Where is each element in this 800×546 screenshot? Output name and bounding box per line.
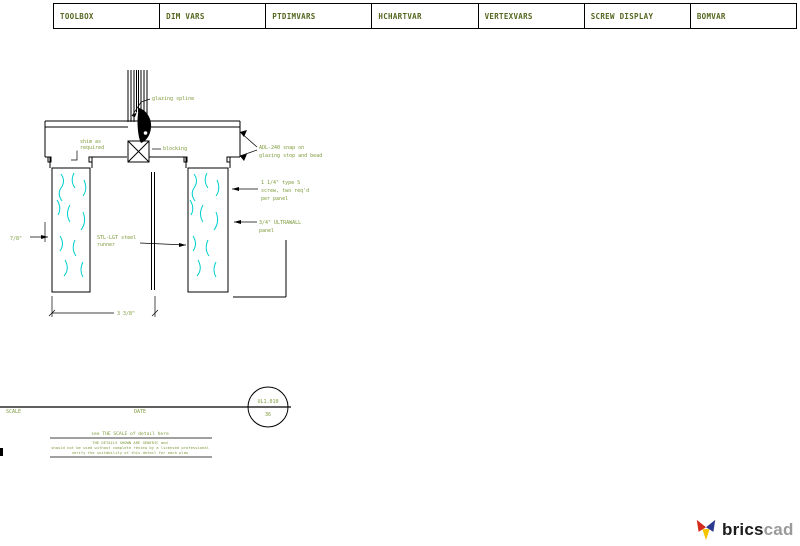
- header-cell-vertexvars: VERTEXVARS: [479, 4, 585, 28]
- bubble-detail-number: UL1.010: [257, 399, 278, 405]
- ultrawall-panels: [51, 167, 229, 293]
- blocking-box: [127, 140, 150, 163]
- date-label: DATE: [134, 409, 146, 415]
- label-runner-1: STL-LGT steel: [97, 235, 136, 241]
- bricscad-icon: [696, 519, 716, 541]
- note-title: see THE SCALE of detail here: [91, 431, 169, 437]
- logo-text-brics: brics: [722, 520, 764, 539]
- detail-reference-bubble: [247, 386, 289, 428]
- note-line-1: THE DETAILS SHOWN ARE GENERIC and: [92, 440, 167, 445]
- label-screw-1: 1 1/4" type S: [261, 180, 300, 186]
- label-glazing-spline: glazing spline: [152, 96, 194, 102]
- left-edge-mark: [0, 448, 3, 456]
- scale-label: SCALE: [6, 409, 21, 415]
- panel-extension-line: [233, 240, 287, 298]
- label-screw-2: screw, two req'd: [261, 188, 309, 194]
- glazing-spline-gasket: [137, 108, 152, 143]
- label-blocking: blocking: [163, 146, 187, 152]
- dimension-lines: [30, 222, 159, 317]
- note-block-rules: [50, 437, 212, 458]
- dim-text-side: 7/8": [10, 236, 22, 242]
- label-shim-2: required: [80, 145, 104, 151]
- dim-text-bottom: 3 3/8": [117, 311, 135, 317]
- label-panel-2: panel: [259, 228, 274, 234]
- label-panel-1: 3/4" ULTRAWALL: [259, 220, 301, 226]
- leader-arrowheads: [132, 112, 247, 247]
- header-cell-toolbox: TOOLBOX: [54, 4, 161, 28]
- bubble-sheet-number: 36: [265, 412, 271, 418]
- sheet-header-table: TOOLBOX DIM VARS PTDIMVARS HCHARTVAR VER…: [53, 3, 797, 29]
- header-cell-screwdisplay: SCREW DISPLAY: [585, 4, 691, 28]
- panel-core-hatching: [56, 172, 220, 278]
- label-snap-2: glazing stop and bead: [259, 153, 322, 159]
- label-snap-1: ADL-240 snap on: [259, 145, 304, 151]
- label-screw-3: per panel: [261, 196, 288, 202]
- label-runner-2: runner: [97, 242, 115, 248]
- header-cell-hchartvar: HCHARTVAR: [372, 4, 479, 28]
- note-line-2: should not be used without complete revi…: [51, 445, 209, 450]
- header-cell-bomvar: BOMVAR: [696, 11, 726, 21]
- header-cell-dimvars: DIM VARS: [160, 4, 267, 28]
- scale-bar: [0, 386, 291, 428]
- head-channel-profile: [44, 120, 241, 168]
- header-cell-ptdimvars: PTDIMVARS: [266, 4, 373, 28]
- note-line-3: verify the suitability of this detail fo…: [72, 450, 189, 455]
- bricscad-logo[interactable]: bricscad: [694, 514, 798, 546]
- label-shim-1: shim as: [80, 139, 101, 145]
- logo-text-cad: cad: [763, 520, 794, 539]
- dimension-arrowhead: [41, 235, 48, 239]
